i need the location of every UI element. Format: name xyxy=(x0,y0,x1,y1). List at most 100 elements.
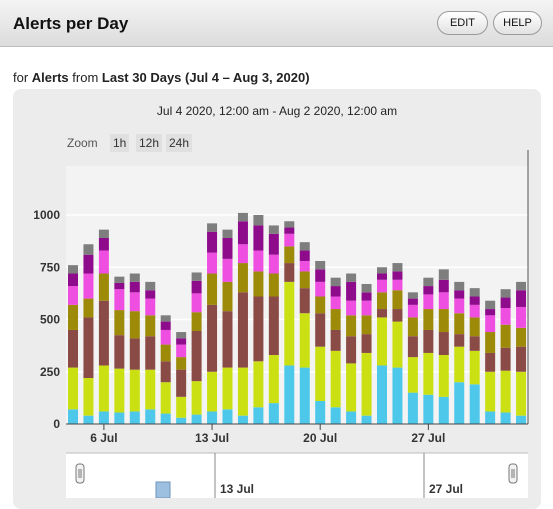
bar-segment[interactable] xyxy=(98,237,109,251)
bar-segment[interactable] xyxy=(68,273,78,287)
bar-segment[interactable] xyxy=(191,381,202,415)
bar-segment[interactable] xyxy=(114,282,125,290)
bar-segment[interactable] xyxy=(361,352,372,416)
bar-segment[interactable] xyxy=(253,296,264,362)
bar-segment[interactable] xyxy=(346,411,357,424)
bar-segment[interactable] xyxy=(176,338,187,345)
bar-segment[interactable] xyxy=(114,289,125,311)
bar-segment[interactable] xyxy=(454,313,465,335)
bar-segment[interactable] xyxy=(423,309,434,330)
bar-segment[interactable] xyxy=(176,369,187,397)
bar-segment[interactable] xyxy=(485,411,496,424)
bar-segment[interactable] xyxy=(361,415,372,424)
bar-segment[interactable] xyxy=(129,281,140,293)
bar-segment[interactable] xyxy=(160,361,171,383)
bar-segment[interactable] xyxy=(191,414,202,424)
bar-segment[interactable] xyxy=(392,321,403,368)
bar-segment[interactable] xyxy=(500,370,511,413)
bar-segment[interactable] xyxy=(98,229,109,238)
bar-segment[interactable] xyxy=(284,246,295,264)
bar-segment[interactable] xyxy=(361,334,372,353)
bar-segment[interactable] xyxy=(145,315,156,337)
bar-segment[interactable] xyxy=(114,276,125,283)
bar-segment[interactable] xyxy=(438,269,449,280)
bar-segment[interactable] xyxy=(500,289,511,298)
bar-segment[interactable] xyxy=(145,290,156,299)
bar-segment[interactable] xyxy=(392,367,403,424)
bar-segment[interactable] xyxy=(284,365,295,424)
bar-segment[interactable] xyxy=(253,407,264,424)
bar-segment[interactable] xyxy=(315,281,326,297)
bar-segment[interactable] xyxy=(129,369,140,412)
bar-segment[interactable] xyxy=(469,384,480,424)
bar-segment[interactable] xyxy=(346,336,357,364)
bar-segment[interactable] xyxy=(129,311,140,339)
bar-segment[interactable] xyxy=(377,317,387,366)
bar-segment[interactable] xyxy=(237,212,248,222)
bar-segment[interactable] xyxy=(330,309,341,330)
bar-segment[interactable] xyxy=(438,355,449,397)
bar-segment[interactable] xyxy=(330,286,341,297)
bar-segment[interactable] xyxy=(222,367,233,410)
bar-segment[interactable] xyxy=(176,417,187,424)
bar-segment[interactable] xyxy=(68,265,78,274)
bar-segment[interactable] xyxy=(191,280,202,294)
bar-segment[interactable] xyxy=(407,336,418,358)
bar-segment[interactable] xyxy=(68,329,78,368)
bar-segment[interactable] xyxy=(315,313,326,347)
bar-segment[interactable] xyxy=(237,367,248,416)
bar-segment[interactable] xyxy=(516,306,527,328)
bar-segment[interactable] xyxy=(222,258,233,282)
bar-segment[interactable] xyxy=(129,411,140,424)
bar-segment[interactable] xyxy=(469,317,480,337)
bar-segment[interactable] xyxy=(438,309,449,333)
bar-segment[interactable] xyxy=(176,357,187,370)
bar-segment[interactable] xyxy=(191,312,202,331)
bar-segment[interactable] xyxy=(284,281,295,366)
bar-segment[interactable] xyxy=(160,329,171,345)
bar-segment[interactable] xyxy=(330,407,341,424)
bar-segment[interactable] xyxy=(500,324,511,348)
bar-segment[interactable] xyxy=(423,329,434,353)
bar-segment[interactable] xyxy=(516,290,527,307)
bar-segment[interactable] xyxy=(83,273,94,299)
bar-segment[interactable] xyxy=(377,309,387,318)
bar-segment[interactable] xyxy=(268,403,279,424)
bar-segment[interactable] xyxy=(98,411,109,424)
bar-segment[interactable] xyxy=(114,310,125,336)
navigator-right-handle[interactable] xyxy=(508,463,518,484)
bar-segment[interactable] xyxy=(98,300,109,366)
bar-segment[interactable] xyxy=(268,355,279,404)
bar-segment[interactable] xyxy=(129,338,140,370)
zoom-1h-button[interactable]: 1h xyxy=(110,134,130,152)
bar-segment[interactable] xyxy=(145,369,156,410)
bar-segment[interactable] xyxy=(68,286,78,305)
bar-segment[interactable] xyxy=(160,315,171,322)
bar-segment[interactable] xyxy=(346,273,357,282)
bar-segment[interactable] xyxy=(377,273,387,280)
bar-segment[interactable] xyxy=(129,273,140,282)
bar-segment[interactable] xyxy=(83,254,94,274)
bar-segment[interactable] xyxy=(438,332,449,356)
bar-segment[interactable] xyxy=(284,227,295,234)
bar-segment[interactable] xyxy=(253,361,264,408)
bar-segment[interactable] xyxy=(407,357,418,393)
bar-segment[interactable] xyxy=(315,296,326,314)
bar-segment[interactable] xyxy=(268,273,279,297)
bar-segment[interactable] xyxy=(268,233,279,255)
bar-segment[interactable] xyxy=(438,279,449,293)
bar-segment[interactable] xyxy=(222,281,233,312)
bar-segment[interactable] xyxy=(145,298,156,316)
bar-segment[interactable] xyxy=(423,294,434,310)
bar-segment[interactable] xyxy=(222,229,233,238)
bar-segment[interactable] xyxy=(454,298,465,314)
bar-segment[interactable] xyxy=(237,244,248,264)
bar-segment[interactable] xyxy=(284,221,295,228)
bar-segment[interactable] xyxy=(207,273,218,305)
bar-segment[interactable] xyxy=(454,382,465,424)
bar-segment[interactable] xyxy=(469,288,480,297)
bar-segment[interactable] xyxy=(500,347,511,371)
bar-segment[interactable] xyxy=(207,371,218,412)
bar-segment[interactable] xyxy=(176,344,187,358)
bar-segment[interactable] xyxy=(114,368,125,413)
